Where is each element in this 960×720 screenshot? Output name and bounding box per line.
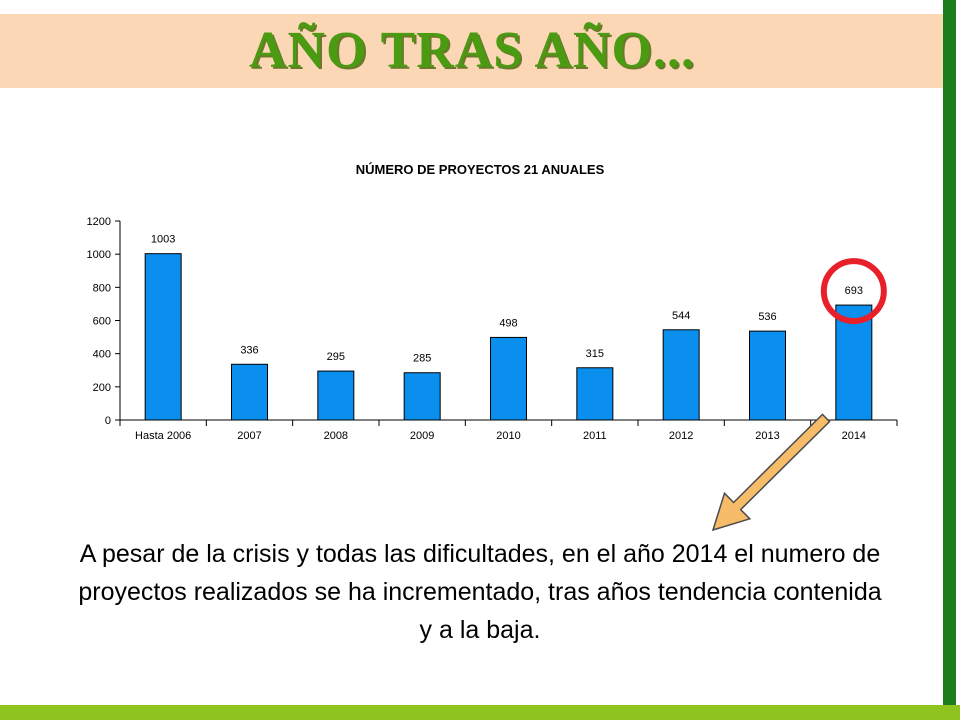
x-tick-label: Hasta 2006 [135, 430, 191, 442]
x-tick-label: 2008 [324, 430, 348, 442]
bar-2009 [403, 372, 441, 421]
x-tick-label: 2014 [842, 430, 866, 442]
y-tick-label: 600 [93, 316, 111, 328]
x-tick-label: 2010 [496, 430, 520, 442]
bar-hasta-2006 [144, 253, 182, 421]
x-tick-label: 2007 [237, 430, 261, 442]
bar-value-label: 693 [845, 285, 863, 297]
bar-2013 [749, 330, 786, 421]
bar-2007 [231, 363, 268, 421]
x-tick-label: 2012 [669, 430, 693, 442]
title-band [0, 14, 944, 88]
bar-2011 [576, 367, 614, 421]
bar-2008 [317, 370, 355, 421]
slide-title: AÑO TRAS AÑO... [248, 22, 695, 79]
bar-value-label: 336 [240, 344, 258, 356]
bar-value-label: 544 [672, 310, 690, 322]
bar-value-label: 285 [413, 353, 431, 365]
y-tick-label: 400 [93, 349, 111, 361]
bar-2014 [835, 304, 873, 421]
right-accent-bar [943, 0, 956, 705]
highlight-circle [820, 258, 887, 325]
y-tick-label: 1200 [87, 216, 111, 228]
x-tick-label: 2013 [755, 430, 779, 442]
x-tick-label: 2009 [410, 430, 434, 442]
bar-value-label: 315 [586, 348, 604, 360]
bar-value-label: 1003 [151, 234, 175, 246]
y-tick-label: 200 [93, 382, 111, 394]
bar-value-label: 536 [758, 311, 776, 323]
bottom-accent-bar [0, 705, 960, 720]
bar-value-label: 498 [499, 317, 517, 329]
bar-value-label: 295 [327, 351, 345, 363]
x-tick-label: 2011 [583, 430, 607, 442]
y-tick-label: 1000 [87, 249, 111, 261]
chart-title: NÚMERO DE PROYECTOS 21 ANUALES [355, 162, 605, 177]
bar-2012 [662, 329, 700, 421]
y-tick-label: 800 [93, 282, 111, 294]
pointer-arrow [711, 413, 831, 532]
caption-text: A pesar de la crisis y todas las dificul… [78, 540, 882, 644]
y-tick-label: 0 [105, 415, 111, 427]
bar-2010 [490, 336, 527, 421]
